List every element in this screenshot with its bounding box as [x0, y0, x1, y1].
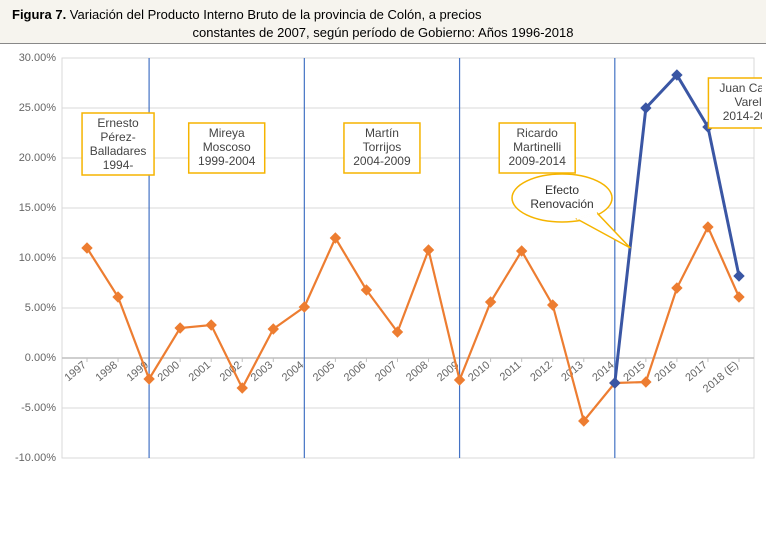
svg-text:10.00%: 10.00% — [19, 252, 57, 264]
figure-title-line1: Variación del Producto Interno Bruto de … — [66, 7, 481, 22]
svg-text:Ricardo: Ricardo — [517, 126, 559, 140]
svg-text:20.00%: 20.00% — [19, 152, 57, 164]
svg-text:30.00%: 30.00% — [19, 52, 57, 64]
svg-text:Mireya: Mireya — [209, 126, 245, 140]
svg-text:2009-2014: 2009-2014 — [508, 154, 566, 168]
svg-text:Pérez-: Pérez- — [100, 130, 135, 144]
svg-text:0.00%: 0.00% — [25, 352, 56, 364]
chart-svg: -10.00% -5.00% 0.00% 5.00% 10.00% 15.00% 20.00… — [2, 48, 762, 528]
svg-text:Varela: Varela — [735, 95, 762, 109]
svg-text:-5.00%: -5.00% — [21, 402, 56, 414]
svg-text:Balladares: Balladares — [90, 144, 147, 158]
svg-text:Ernesto: Ernesto — [97, 116, 139, 130]
svg-text:Martinelli: Martinelli — [513, 140, 561, 154]
svg-text:-10.00%: -10.00% — [15, 452, 56, 464]
svg-text:2004-2009: 2004-2009 — [353, 154, 411, 168]
svg-text:1994-: 1994- — [103, 158, 134, 172]
svg-text:15.00%: 15.00% — [19, 202, 57, 214]
figure-title: Figura 7. Variación del Producto Interno… — [0, 0, 766, 44]
svg-text:Efecto: Efecto — [545, 183, 579, 197]
svg-text:Juan Carlos: Juan Carlos — [719, 81, 762, 95]
svg-text:Martín: Martín — [365, 126, 399, 140]
figure-number: Figura 7. — [12, 7, 66, 22]
svg-text:1999-2004: 1999-2004 — [198, 154, 256, 168]
pib-variation-chart: -10.00% -5.00% 0.00% 5.00% 10.00% 15.00% 20.00… — [2, 48, 762, 528]
svg-text:25.00%: 25.00% — [19, 102, 57, 114]
svg-text:2014-2019: 2014-2019 — [723, 109, 762, 123]
svg-text:5.00%: 5.00% — [25, 302, 56, 314]
svg-text:Torrijos: Torrijos — [363, 140, 402, 154]
svg-text:Moscoso: Moscoso — [203, 140, 251, 154]
figure-title-line2: constantes de 2007, según período de Gob… — [12, 24, 754, 42]
svg-text:Renovación: Renovación — [530, 197, 593, 211]
